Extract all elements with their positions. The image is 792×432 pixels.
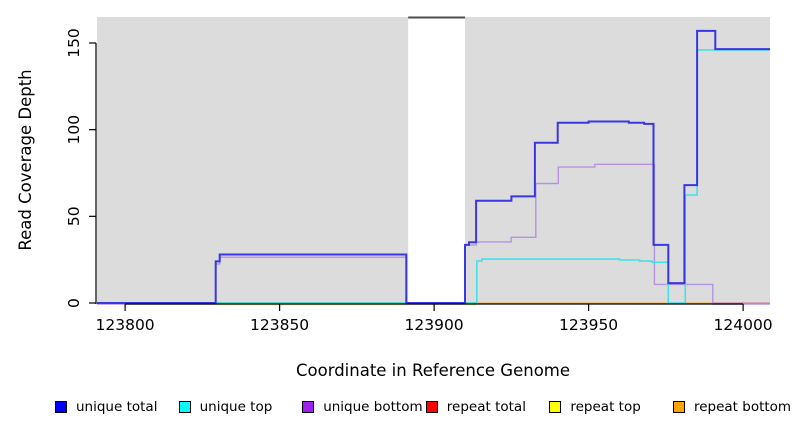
- legend-item-unique-top: unique top: [178, 399, 303, 415]
- series-line-unique-top: [97, 49, 770, 304]
- legend-label: repeat top: [570, 399, 641, 415]
- x-tick-label: 123800: [96, 316, 155, 334]
- legend: unique total unique top unique bottom repea…: [55, 399, 791, 415]
- legend-item-repeat-top: repeat top: [549, 399, 673, 415]
- series-line-unique-total: [97, 29, 770, 304]
- legend-label: repeat bottom: [693, 399, 792, 415]
- y-tick-label: 100: [65, 115, 83, 145]
- x-tick-label: 123850: [250, 316, 309, 334]
- legend-swatch-icon: [178, 401, 191, 413]
- y-tick-label: 150: [65, 28, 83, 58]
- legend-item-repeat-bottom: repeat bottom: [672, 399, 792, 415]
- legend-item-unique-total: unique total: [55, 399, 179, 415]
- legend-label: unique top: [199, 399, 273, 415]
- axes: 0 50 100 150 123800 123850 123900 123950 124000: [65, 28, 773, 334]
- legend-swatch-icon: [672, 401, 685, 413]
- legend-item-unique-bottom: unique bottom: [302, 399, 426, 415]
- x-axis-title: Coordinate in Reference Genome: [296, 361, 570, 380]
- mask-region: [408, 16, 466, 304]
- mask-rect: [408, 17, 466, 304]
- y-axis-title: Read Coverage Depth: [16, 69, 35, 250]
- x-tick-label: 123950: [559, 316, 618, 334]
- legend-swatch-icon: [55, 401, 67, 413]
- x-tick-label: 124000: [714, 316, 773, 334]
- y-tick-label: 50: [65, 206, 83, 226]
- legend-swatch-icon: [549, 401, 562, 413]
- y-tick-label: 0: [65, 298, 83, 308]
- legend-swatch-icon: [425, 401, 438, 413]
- series-lines: [97, 29, 770, 305]
- legend-label: unique bottom: [323, 399, 423, 415]
- legend-label: unique total: [76, 399, 158, 415]
- legend-swatch-icon: [302, 401, 315, 413]
- legend-label: repeat total: [446, 399, 526, 415]
- x-tick-label: 123900: [405, 316, 464, 334]
- legend-item-repeat-total: repeat total: [425, 399, 550, 415]
